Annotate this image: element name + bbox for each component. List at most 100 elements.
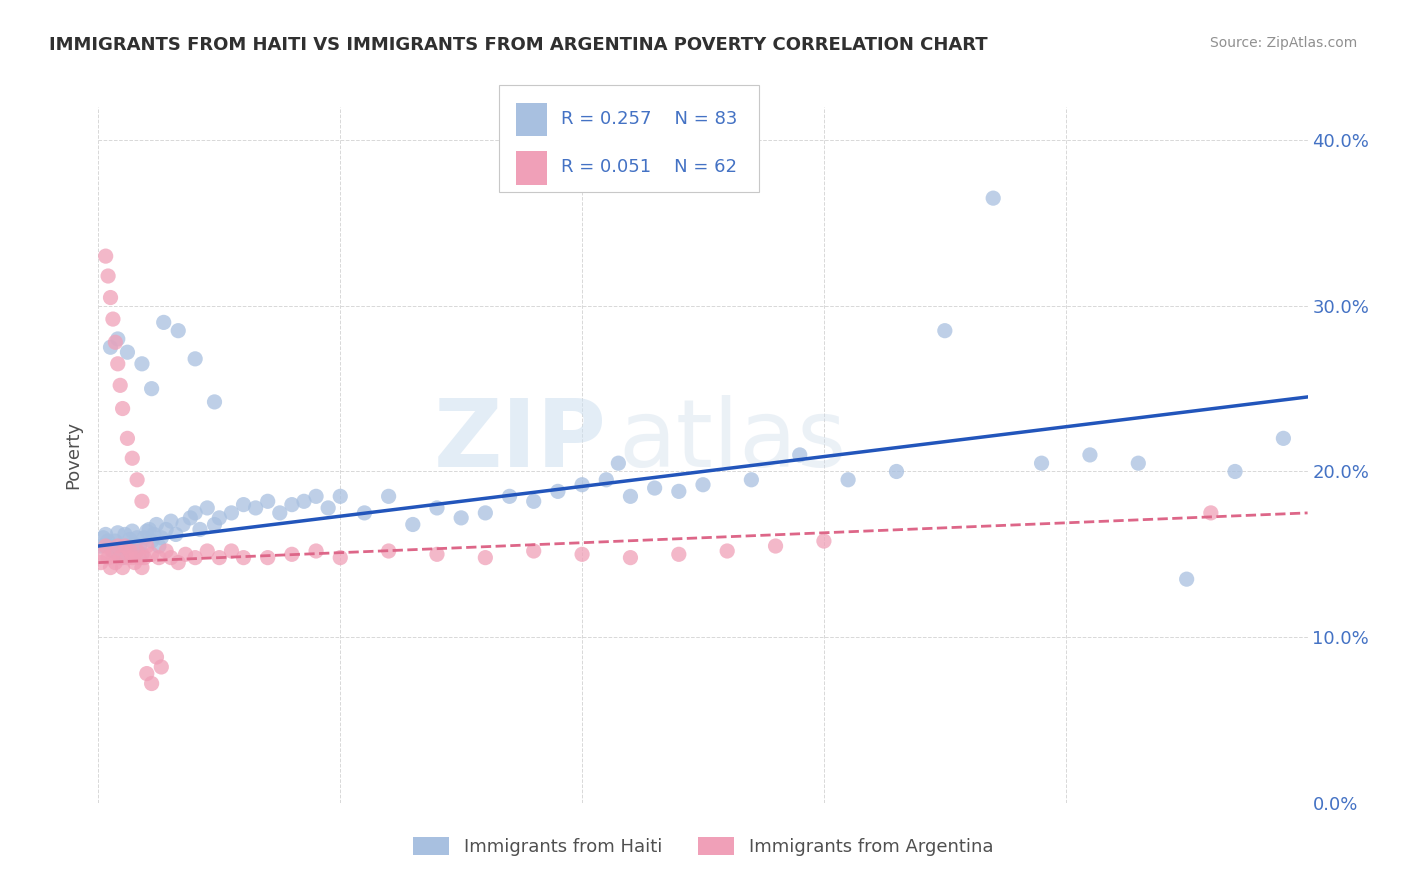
Point — [148, 539, 170, 553]
Point — [789, 448, 811, 462]
Point — [426, 500, 449, 515]
Point — [143, 527, 166, 541]
Point — [813, 534, 835, 549]
Point — [155, 544, 177, 558]
Point — [94, 249, 117, 263]
Point — [208, 511, 231, 525]
Point — [316, 500, 339, 515]
Point — [221, 506, 243, 520]
Text: Source: ZipAtlas.com: Source: ZipAtlas.com — [1209, 36, 1357, 50]
Point — [174, 547, 197, 561]
Point — [1128, 456, 1150, 470]
Point — [114, 539, 136, 553]
Point — [97, 534, 120, 549]
Point — [619, 489, 641, 503]
Point — [765, 539, 787, 553]
Point — [90, 556, 112, 570]
Point — [118, 544, 141, 558]
Point — [111, 560, 134, 574]
Point — [121, 451, 143, 466]
Point — [131, 560, 153, 574]
Point — [135, 666, 157, 681]
Point — [138, 523, 160, 537]
Point — [571, 477, 593, 491]
Point — [104, 556, 127, 570]
Point — [131, 494, 153, 508]
Point — [1223, 465, 1246, 479]
Point — [692, 477, 714, 491]
Point — [668, 547, 690, 561]
Point — [619, 550, 641, 565]
Point — [114, 527, 136, 541]
Point — [155, 523, 177, 537]
Point — [305, 489, 328, 503]
Point — [135, 524, 157, 538]
Y-axis label: Poverty: Poverty — [65, 421, 83, 489]
Point — [97, 268, 120, 283]
Point — [134, 531, 156, 545]
Point — [91, 531, 114, 545]
Point — [152, 315, 174, 329]
Point — [188, 523, 211, 537]
Point — [981, 191, 1004, 205]
Point — [426, 547, 449, 561]
Point — [107, 525, 129, 540]
Point — [1031, 456, 1053, 470]
Point — [716, 544, 738, 558]
Point — [523, 494, 546, 508]
Point — [281, 498, 304, 512]
Point — [107, 539, 129, 553]
Point — [208, 550, 231, 565]
Point — [1175, 572, 1198, 586]
Point — [141, 382, 163, 396]
Point — [117, 345, 139, 359]
Point — [108, 547, 131, 561]
Point — [377, 544, 399, 558]
Point — [184, 506, 207, 520]
Text: atlas: atlas — [619, 395, 846, 487]
Point — [221, 544, 243, 558]
Point — [644, 481, 666, 495]
Point — [101, 544, 124, 558]
Point — [118, 533, 141, 547]
Point — [204, 395, 226, 409]
Point — [1199, 506, 1222, 520]
Point — [148, 550, 170, 565]
Text: ZIP: ZIP — [433, 395, 606, 487]
Point — [141, 534, 163, 549]
Point — [101, 547, 124, 561]
Point — [837, 473, 859, 487]
Point — [100, 539, 122, 553]
Point — [547, 484, 569, 499]
Point — [94, 527, 117, 541]
Point — [135, 539, 157, 553]
Point — [571, 547, 593, 561]
Point — [121, 550, 143, 565]
Point — [184, 351, 207, 366]
Text: IMMIGRANTS FROM HAITI VS IMMIGRANTS FROM ARGENTINA POVERTY CORRELATION CHART: IMMIGRANTS FROM HAITI VS IMMIGRANTS FROM… — [49, 36, 988, 54]
Point — [101, 312, 124, 326]
Point — [595, 473, 617, 487]
Point — [1272, 431, 1295, 445]
Point — [107, 357, 129, 371]
Point — [127, 544, 149, 558]
Point — [195, 544, 218, 558]
Point — [104, 335, 127, 350]
Point — [256, 550, 278, 565]
Point — [128, 550, 150, 565]
Point — [474, 506, 496, 520]
Point — [740, 473, 762, 487]
Point — [167, 324, 190, 338]
Point — [934, 324, 956, 338]
Point — [124, 556, 146, 570]
Point — [117, 431, 139, 445]
Point — [100, 560, 122, 574]
Point — [145, 517, 167, 532]
Point — [668, 484, 690, 499]
Point — [474, 550, 496, 565]
Text: R = 0.257    N = 83: R = 0.257 N = 83 — [561, 110, 737, 128]
Point — [160, 514, 183, 528]
Point — [131, 547, 153, 561]
Point — [107, 332, 129, 346]
Point — [141, 676, 163, 690]
